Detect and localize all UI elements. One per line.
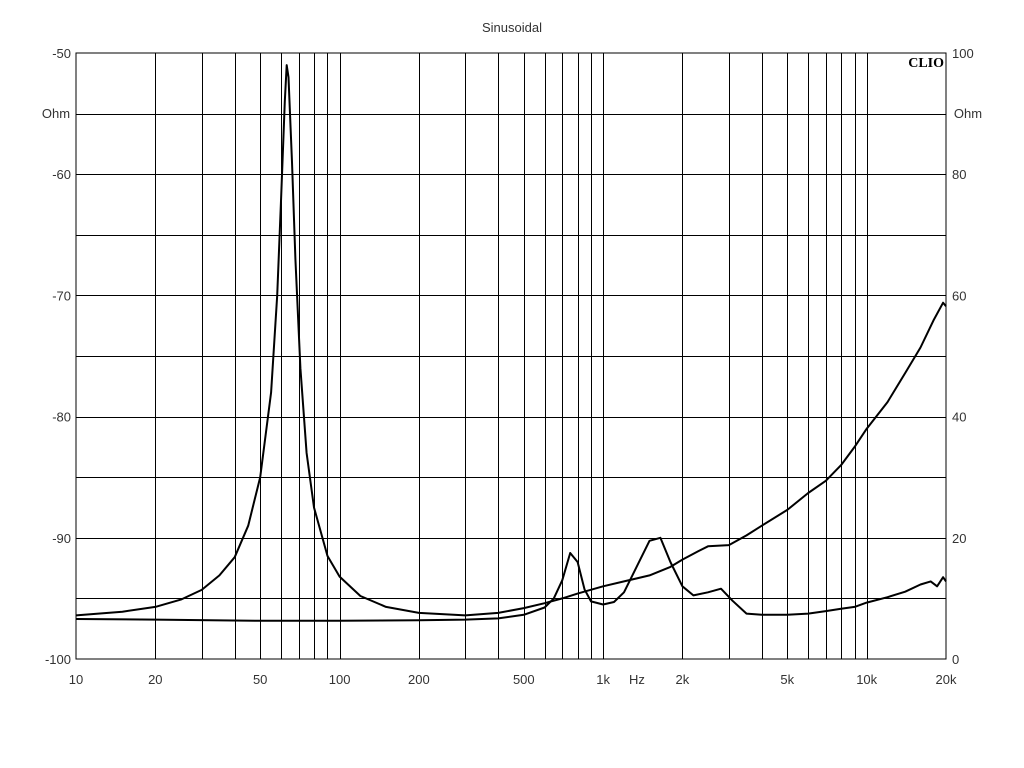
clio-brand: CLIO — [908, 56, 944, 71]
right-y-axis-ticks: 100 80 60 40 20 0 — [952, 46, 974, 667]
x-tick-label: 50 — [253, 672, 267, 687]
x-tick-label: 2k — [676, 672, 690, 687]
x-tick-label: 100 — [329, 672, 351, 687]
horizontal-gridlines — [76, 114, 946, 599]
x-tick-label: 20 — [148, 672, 162, 687]
left-y-tick-label: -100 — [45, 652, 71, 667]
curves — [75, 64, 947, 622]
x-tick-label: 200 — [408, 672, 430, 687]
right-y-tick-label: 60 — [952, 288, 966, 303]
x-tick-label: 5k — [780, 672, 794, 687]
plot-frame — [75, 52, 947, 660]
x-tick-label: 10 — [69, 672, 83, 687]
series-line-1 — [75, 64, 947, 617]
right-y-tick-label: 0 — [952, 652, 959, 667]
left-y-tick-label: -50 — [52, 46, 71, 61]
right-y-tick-label: 100 — [952, 46, 974, 61]
right-y-tick-label: 80 — [952, 167, 966, 182]
left-y-tick-label: -60 — [52, 167, 71, 182]
left-y-tick-label: -90 — [52, 531, 71, 546]
x-tick-label: 20k — [936, 672, 957, 687]
right-y-tick-label: 20 — [952, 531, 966, 546]
x-tick-label: 10k — [856, 672, 877, 687]
right-y-tick-label: 40 — [952, 410, 966, 425]
x-tick-label: 1k — [596, 672, 610, 687]
series-line-2 — [75, 536, 947, 622]
x-axis-label: Hz — [629, 672, 645, 687]
left-y-axis-ticks: -50 -60 -70 -80 -90 -100 — [45, 46, 71, 667]
x-tick-label: 500 — [513, 672, 535, 687]
chart-title: Sinusoidal — [482, 20, 542, 35]
left-y-unit: Ohm — [42, 106, 70, 121]
x-axis-ticks: 10 20 50 100 200 500 1k 2k 5k 10k 20k — [69, 672, 957, 687]
left-y-tick-label: -70 — [52, 288, 71, 303]
left-y-tick-label: -80 — [52, 410, 71, 425]
right-y-unit: Ohm — [954, 106, 982, 121]
